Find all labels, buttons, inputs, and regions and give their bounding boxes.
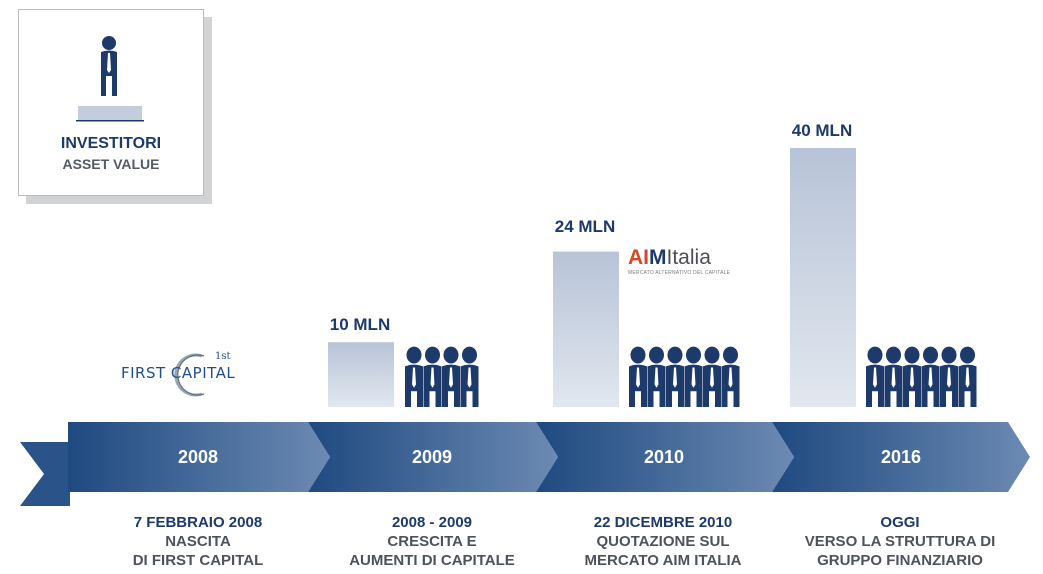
investor-person-icon <box>884 346 903 408</box>
timeline-caption-2009: 2008 - 2009 CRESCITA E AUMENTI DI CAPITA… <box>317 513 547 570</box>
investor-person-icon <box>647 346 666 408</box>
timeline-year-2009: 2009 <box>411 447 453 467</box>
caption-line: NASCITA <box>165 533 231 550</box>
investor-person-icon <box>460 346 479 408</box>
legend-pedestal <box>78 106 142 120</box>
timeline-year-2010: 2010 <box>643 447 685 467</box>
caption-date: OGGI <box>880 514 920 531</box>
investor-person-icon <box>442 346 460 408</box>
timeline-arrow <box>20 422 1030 506</box>
investor-person-icon <box>423 346 442 408</box>
aim-italia-wordmark: AIMItalia <box>628 246 711 269</box>
investor-person-icon <box>629 346 647 408</box>
bar-value-label-2009: 10 MLN <box>329 315 391 334</box>
first-capital-logo: FIRST CAPITAL 1st <box>118 351 278 403</box>
caption-line: QUOTAZIONE SUL <box>596 533 730 550</box>
legend-baseline <box>76 120 144 122</box>
timeline-year-2008: 2008 <box>177 447 219 467</box>
timeline-caption-2010: 22 DICEMBRE 2010 QUOTAZIONE SUL MERCATO … <box>548 513 778 570</box>
investor-person-icon <box>903 346 921 408</box>
first-capital-logo-mark <box>174 353 205 397</box>
caption-line: GRUPPO FINANZIARIO <box>817 552 983 569</box>
first-capital-superscript: 1st <box>215 351 231 362</box>
caption-line: MERCATO AIM ITALIA <box>584 552 742 569</box>
caption-date: 7 FEBBRAIO 2008 <box>133 514 263 531</box>
investor-person-icon <box>684 346 703 408</box>
timeline-segment-2009 <box>308 422 558 492</box>
aim-italia-tagline: MERCATO ALTERNATIVO DEL CAPITALE <box>628 270 731 276</box>
bar-value-label-2010: 24 MLN <box>554 217 616 236</box>
bar-2010 <box>553 251 619 407</box>
investor-person-icon <box>666 346 684 408</box>
timeline-caption-2008: 7 FEBBRAIO 2008 NASCITA DI FIRST CAPITAL <box>83 513 313 570</box>
caption-date: 22 DICEMBRE 2010 <box>593 514 733 531</box>
investor-person-icon <box>958 346 977 408</box>
bar-2016 <box>790 148 856 407</box>
investor-person-icon <box>866 346 884 408</box>
first-capital-logo-text: FIRST CAPITAL <box>121 364 236 382</box>
investor-person-icon <box>940 346 958 408</box>
legend-subtitle: ASSET VALUE <box>62 156 160 172</box>
investor-person-icon <box>721 346 740 408</box>
caption-line: DI FIRST CAPITAL <box>132 552 264 569</box>
aim-italia-logo: AIMItalia MERCATO ALTERNATIVO DEL CAPITA… <box>628 246 730 276</box>
timeline-segment-2010 <box>536 422 794 492</box>
timeline-year-2016: 2016 <box>880 447 922 467</box>
caption-line: VERSO LA STRUTTURA DI <box>804 533 996 550</box>
caption-line: CRESCITA E <box>387 533 477 550</box>
legend-title: INVESTITORI <box>60 135 162 152</box>
timeline-segment-2016 <box>772 422 1030 492</box>
bar-2009 <box>328 342 394 407</box>
bar-value-label-2016: 40 MLN <box>791 121 853 140</box>
caption-line: AUMENTI DI CAPITALE <box>349 552 515 569</box>
investor-person-icon <box>101 36 117 96</box>
timeline-caption-2016: OGGI VERSO LA STRUTTURA DI GRUPPO FINANZ… <box>785 513 1015 570</box>
investor-person-icon <box>405 346 423 408</box>
asset-value-chart <box>328 148 977 408</box>
timeline-segment-2008 <box>68 422 330 492</box>
investor-person-icon <box>703 346 721 408</box>
legend-graphic <box>76 36 144 122</box>
caption-date: 2008 - 2009 <box>391 514 473 531</box>
timeline-tail <box>20 442 70 506</box>
investor-person-icon <box>921 346 940 408</box>
